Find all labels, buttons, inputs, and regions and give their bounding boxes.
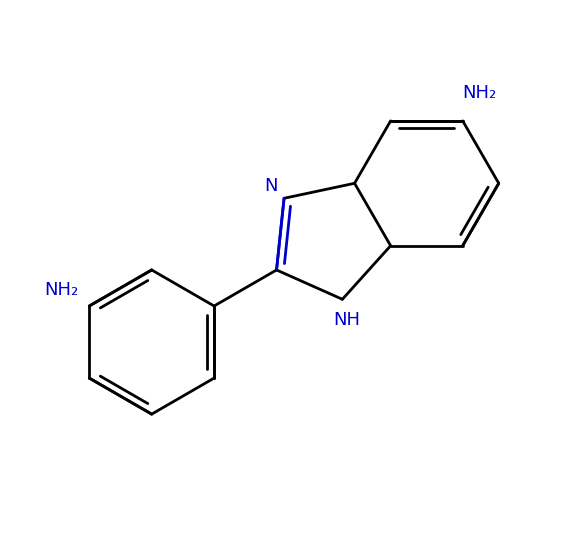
Text: NH₂: NH₂ [462, 84, 496, 102]
Text: NH₂: NH₂ [44, 281, 78, 299]
Text: NH: NH [333, 311, 360, 330]
Text: N: N [264, 177, 278, 195]
